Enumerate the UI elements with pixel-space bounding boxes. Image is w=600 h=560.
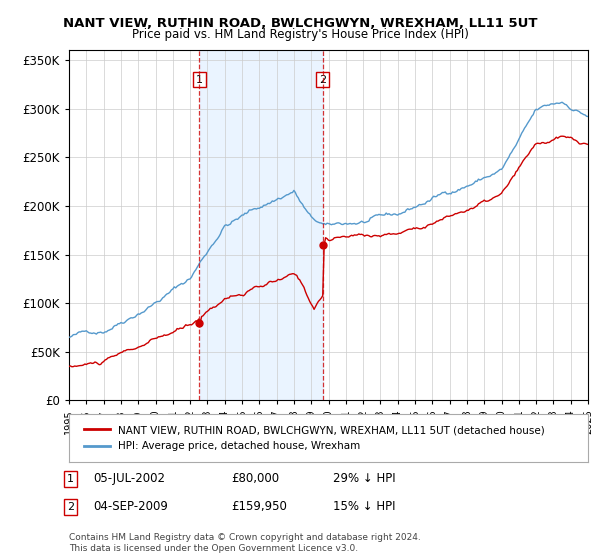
Text: NANT VIEW, RUTHIN ROAD, BWLCHGWYN, WREXHAM, LL11 5UT: NANT VIEW, RUTHIN ROAD, BWLCHGWYN, WREXH… — [63, 17, 537, 30]
Text: £159,950: £159,950 — [231, 500, 287, 514]
Text: 05-JUL-2002: 05-JUL-2002 — [93, 472, 165, 486]
Text: 2: 2 — [67, 502, 74, 512]
Text: Contains HM Land Registry data © Crown copyright and database right 2024.
This d: Contains HM Land Registry data © Crown c… — [69, 533, 421, 553]
Text: 04-SEP-2009: 04-SEP-2009 — [93, 500, 168, 514]
Text: 2: 2 — [319, 74, 326, 85]
Legend: NANT VIEW, RUTHIN ROAD, BWLCHGWYN, WREXHAM, LL11 5UT (detached house), HPI: Aver: NANT VIEW, RUTHIN ROAD, BWLCHGWYN, WREXH… — [79, 421, 549, 455]
Text: 29% ↓ HPI: 29% ↓ HPI — [333, 472, 395, 486]
Text: Price paid vs. HM Land Registry's House Price Index (HPI): Price paid vs. HM Land Registry's House … — [131, 28, 469, 41]
Text: 1: 1 — [196, 74, 203, 85]
Text: 1: 1 — [67, 474, 74, 484]
Text: 15% ↓ HPI: 15% ↓ HPI — [333, 500, 395, 514]
Text: £80,000: £80,000 — [231, 472, 279, 486]
